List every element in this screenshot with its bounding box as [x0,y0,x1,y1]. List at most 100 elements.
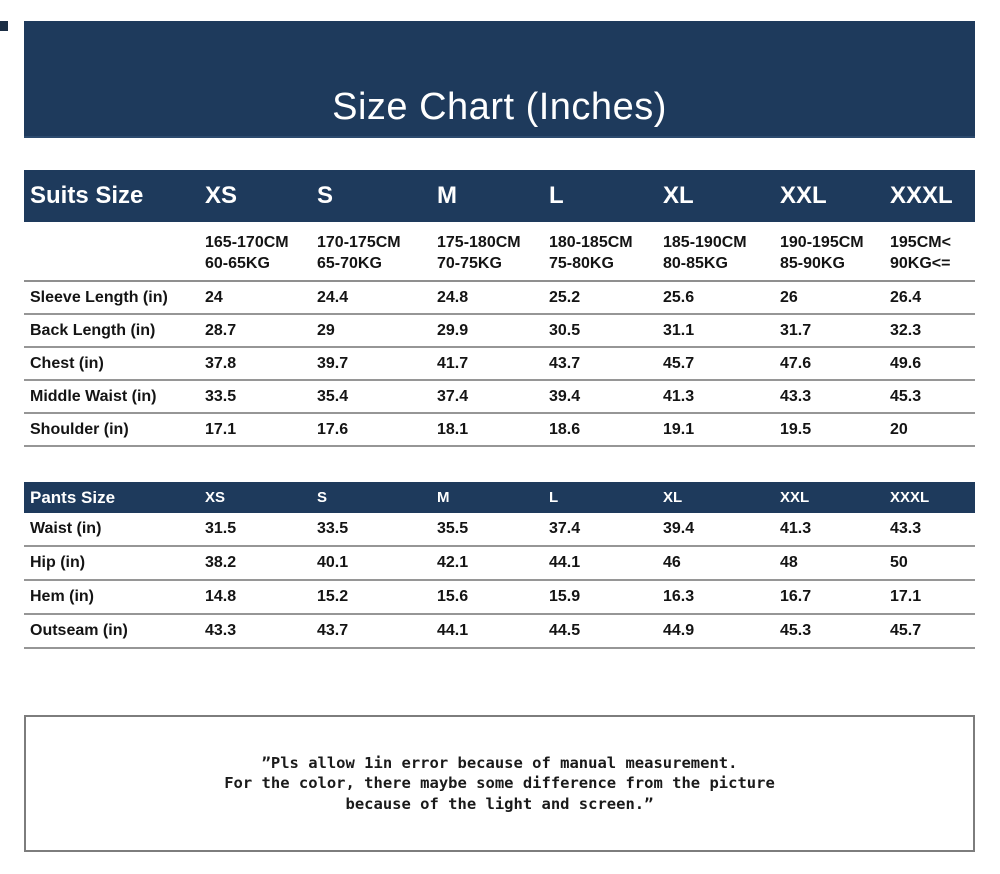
range-weight: 70-75KG [437,255,502,272]
suits-header-label: Suits Size [30,182,144,209]
row-label: Waist (in) [30,520,102,537]
value-cell: 39.4 [549,387,581,405]
value-cell: 28.7 [205,321,237,339]
value-cell: 31.1 [663,321,695,339]
row-label: Sleeve Length (in) [30,288,168,306]
value-cell: 33.5 [317,520,349,537]
value-cell: 47.6 [780,354,812,372]
value-cell: 45.3 [780,622,812,639]
value-cell: 46 [663,554,681,571]
table-row-hem: Hem (in) 14.8 15.2 15.6 15.9 16.3 16.7 1… [24,581,975,615]
range-height: 180-185CM [549,234,633,251]
value-cell: 15.9 [549,588,581,605]
value-cell: 29.9 [437,321,469,339]
row-label: Shoulder (in) [30,420,129,438]
value-cell: 37.8 [205,354,237,372]
table-row-back-length: Back Length (in) 28.7 29 29.9 30.5 31.1 … [24,315,975,348]
row-label: Hip (in) [30,554,86,571]
suits-size-table: Suits Size XS S M L XL XXL XXXL 165-170C… [24,170,975,447]
col-header-m: M [437,182,457,209]
range-cell: 180-185CM 75-80KG [549,232,663,274]
value-cell: 20 [890,420,908,438]
value-cell: 45.7 [663,354,695,372]
value-cell: 44.1 [549,554,581,571]
value-cell: 43.3 [205,622,237,639]
value-cell: 43.3 [780,387,812,405]
range-cell: 165-170CM 60-65KG [205,232,317,274]
table-row-middle-waist: Middle Waist (in) 33.5 35.4 37.4 39.4 41… [24,381,975,414]
value-cell: 38.2 [205,554,237,571]
value-cell: 44.1 [437,622,469,639]
range-height: 195CM< [890,234,951,251]
range-weight: 80-85KG [663,255,728,272]
range-weight: 90KG<= [890,255,951,272]
value-cell: 16.7 [780,588,812,605]
value-cell: 42.1 [437,554,469,571]
value-cell: 17.1 [205,420,237,438]
row-label: Middle Waist (in) [30,387,157,405]
value-cell: 30.5 [549,321,581,339]
col-header-s: S [317,489,328,506]
disclaimer-line: because of the light and screen.” [345,794,654,813]
row-label: Hem (in) [30,588,94,605]
value-cell: 44.9 [663,622,695,639]
col-header-s: S [317,182,334,209]
value-cell: 43.7 [317,622,349,639]
table-row-shoulder: Shoulder (in) 17.1 17.6 18.1 18.6 19.1 1… [24,414,975,447]
row-label: Outseam (in) [30,622,128,639]
row-label: Back Length (in) [30,321,156,339]
range-weight: 85-90KG [780,255,845,272]
value-cell: 24.4 [317,288,349,306]
col-header-xxxl: XXXL [890,489,930,506]
value-cell: 41.3 [780,520,812,537]
value-cell: 14.8 [205,588,237,605]
value-cell: 50 [890,554,908,571]
disclaimer-line: For the color, there maybe some differen… [224,774,775,793]
value-cell: 15.2 [317,588,349,605]
table-row-waist: Waist (in) 31.5 33.5 35.5 37.4 39.4 41.3… [24,513,975,547]
value-cell: 49.6 [890,354,922,372]
value-cell: 31.7 [780,321,812,339]
height-weight-row: 165-170CM 60-65KG 170-175CM 65-70KG 175-18… [24,222,975,282]
value-cell: 18.1 [437,420,469,438]
value-cell: 26 [780,288,798,306]
value-cell: 16.3 [663,588,695,605]
value-cell: 37.4 [549,520,581,537]
value-cell: 45.7 [890,622,922,639]
col-header-xl: XL [663,489,683,506]
value-cell: 44.5 [549,622,581,639]
value-cell: 26.4 [890,288,922,306]
value-cell: 43.3 [890,520,922,537]
left-edge-artifact [0,21,8,31]
col-header-m: M [437,489,450,506]
col-header-xxl: XXL [780,489,810,506]
value-cell: 19.5 [780,420,812,438]
value-cell: 15.6 [437,588,469,605]
col-header-xs: XS [205,489,226,506]
value-cell: 41.7 [437,354,469,372]
pants-size-table: Pants Size XS S M L XL XXL XXXL Waist (i… [24,482,975,649]
table-row-outseam: Outseam (in) 43.3 43.7 44.1 44.5 44.9 45… [24,615,975,649]
range-cell: 185-190CM 80-85KG [663,232,780,274]
value-cell: 37.4 [437,387,469,405]
value-cell: 24.8 [437,288,469,306]
value-cell: 32.3 [890,321,922,339]
value-cell: 25.2 [549,288,581,306]
suits-table-header: Suits Size XS S M L XL XXL XXXL [24,170,975,222]
col-header-xxxl: XXXL [890,182,953,209]
range-spacer [24,232,205,274]
range-height: 190-195CM [780,234,864,251]
range-cell: 190-195CM 85-90KG [780,232,890,274]
col-header-xxl: XXL [780,182,827,209]
value-cell: 43.7 [549,354,581,372]
range-height: 175-180CM [437,234,521,251]
value-cell: 33.5 [205,387,237,405]
row-label: Chest (in) [30,354,104,372]
col-header-l: L [549,489,559,506]
col-header-xs: XS [205,182,238,209]
value-cell: 25.6 [663,288,695,306]
value-cell: 17.6 [317,420,349,438]
pants-table-header: Pants Size XS S M L XL XXL XXXL [24,482,975,513]
value-cell: 35.4 [317,387,349,405]
range-weight: 65-70KG [317,255,382,272]
